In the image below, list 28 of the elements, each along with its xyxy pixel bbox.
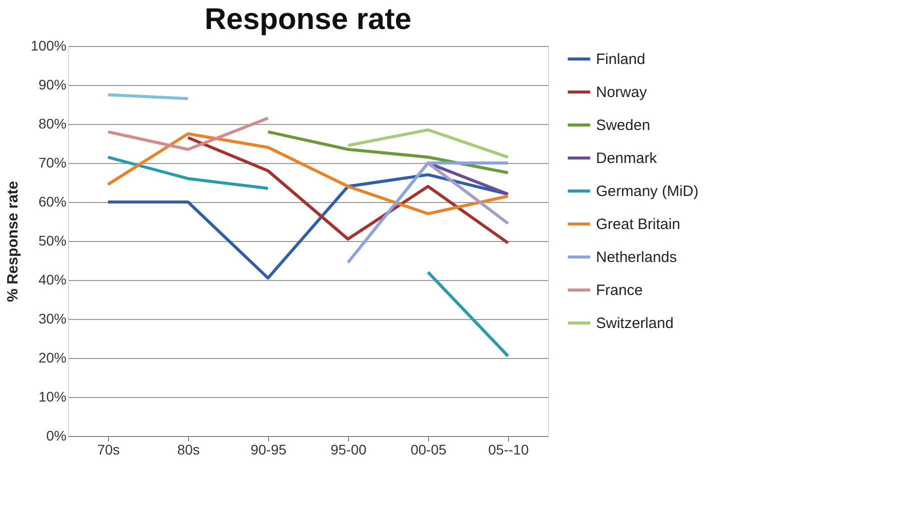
legend-label: Netherlands: [596, 249, 677, 266]
x-tick-label: 80s: [177, 442, 200, 458]
chart-title: Response rate: [204, 3, 412, 36]
x-tick-label: 95-00: [330, 442, 367, 458]
legend-label: Sweden: [596, 117, 650, 134]
y-tick-label: 10%: [38, 388, 66, 404]
y-tick-label: 90%: [38, 76, 66, 92]
y-tick-label: 60%: [38, 194, 66, 210]
x-tick-label: 00-05: [410, 442, 447, 458]
y-tick-label: 40%: [38, 272, 66, 288]
legend-label: France: [596, 282, 643, 299]
x-tick-label: 05--10: [488, 442, 529, 458]
y-axis-title: % Response rate: [4, 181, 22, 302]
legend-label: Switzerland: [596, 315, 674, 332]
y-tick-label: 80%: [38, 116, 66, 132]
x-tick-label: 70s: [97, 442, 120, 458]
y-tick-label: 0%: [46, 428, 66, 444]
legend-label: Denmark: [596, 150, 658, 167]
legend-label: Great Britain: [596, 216, 680, 233]
y-tick-label: 20%: [38, 350, 66, 366]
y-tick-label: 30%: [38, 310, 66, 326]
legend-label: Germany (MiD): [596, 183, 699, 200]
x-tick-label: 90-95: [250, 442, 287, 458]
y-tick-label: 50%: [38, 232, 66, 248]
y-tick-label: 70%: [38, 154, 66, 170]
legend-label: Norway: [596, 84, 648, 101]
legend-label: Finland: [596, 51, 646, 68]
y-tick-label: 100%: [30, 38, 66, 54]
